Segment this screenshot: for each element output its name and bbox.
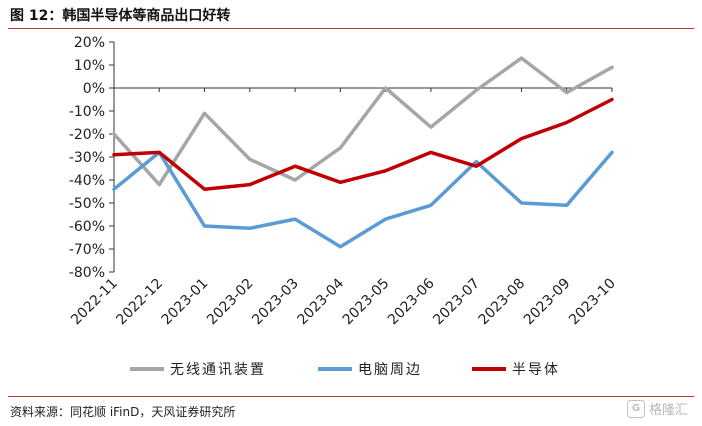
legend-label: 无线通讯装置: [170, 362, 266, 378]
x-tick-label: 2023-05: [340, 276, 393, 329]
legend: 无线通讯装置 电脑周边 半导体: [130, 362, 560, 378]
bottom-rule: [8, 396, 694, 397]
x-tick-label: 2023-07: [430, 276, 483, 329]
source-note: 资料来源：同花顺 iFinD，天风证券研究所: [10, 405, 236, 419]
y-axis: 20% 10% 0% -10% -20% -30% -40% -50% -60% -70% -80%: [69, 35, 115, 281]
y-tick-label: -80%: [69, 265, 105, 281]
figure-title: 图 12：韩国半导体等商品出口好转: [10, 8, 231, 24]
y-tick-label: 20%: [74, 35, 105, 51]
x-tick-label: 2023-04: [295, 275, 348, 328]
y-tick-label: -50%: [69, 196, 105, 212]
watermark: G 格隆汇: [626, 399, 688, 418]
x-axis: 2022-112022-122023-012023-022023-032023-…: [68, 87, 619, 329]
series-lines: [112, 56, 614, 249]
x-tick-label: 2023-09: [521, 276, 574, 329]
x-tick-label: 2023-08: [476, 276, 529, 329]
legend-label: 半导体: [512, 362, 560, 378]
x-tick-label: 2023-02: [204, 276, 257, 329]
y-tick-label: -10%: [69, 104, 105, 120]
y-tick-label: -60%: [69, 219, 105, 235]
series-line: [112, 56, 614, 187]
y-tick-label: 10%: [74, 58, 105, 74]
top-rule: [8, 28, 694, 29]
y-tick-label: -70%: [69, 242, 105, 258]
line-chart: 20% 10% 0% -10% -20% -30% -40% -50% -60% -70% -80%…: [68, 35, 619, 378]
legend-label: 电脑周边: [358, 362, 422, 378]
x-tick-label: 2023-01: [159, 276, 212, 329]
x-tick-label: 2022-11: [68, 276, 121, 329]
x-tick-label: 2023-10: [566, 276, 619, 329]
x-tick-label: 2022-12: [113, 276, 166, 329]
series-line: [112, 97, 614, 191]
y-tick-label: 0%: [83, 81, 105, 97]
y-tick-label: -40%: [69, 173, 105, 189]
x-tick-label: 2023-06: [385, 275, 438, 328]
series-line: [112, 150, 614, 249]
watermark-logo-icon: G: [626, 399, 645, 418]
watermark-text: 格隆汇: [648, 403, 688, 418]
y-tick-label: -20%: [69, 127, 105, 143]
y-tick-label: -30%: [69, 150, 105, 166]
x-tick-label: 2023-03: [249, 276, 302, 329]
